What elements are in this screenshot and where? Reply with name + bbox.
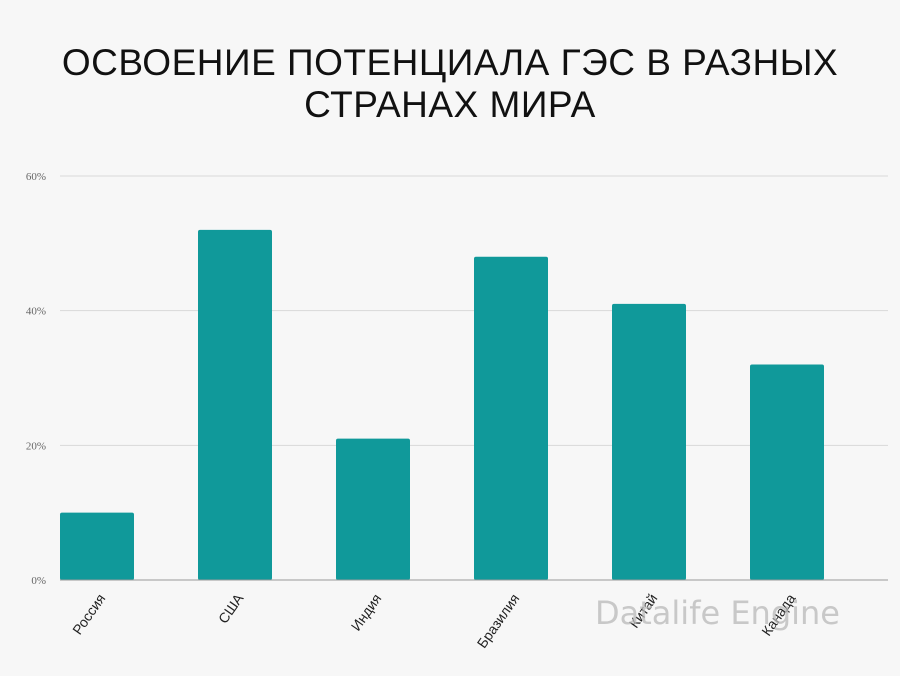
x-category-label: Бразилия	[474, 591, 523, 651]
y-tick-label: 60%	[26, 171, 46, 183]
y-tick-label: 40%	[26, 306, 46, 318]
y-tick-label: 20%	[26, 440, 46, 452]
y-tick-label: 0%	[31, 575, 46, 587]
chart-title-line-2: СТРАНАХ МИРА	[304, 84, 596, 125]
watermark-text: Datalife Engine	[595, 594, 840, 632]
x-category-label: США	[215, 590, 247, 626]
chart-title: ОСВОЕНИЕ ПОТЕНЦИАЛА ГЭС В РАЗНЫХ СТРАНАХ…	[0, 42, 900, 126]
bar-2	[336, 438, 410, 580]
bar-4	[612, 303, 686, 580]
bar-3	[474, 256, 548, 580]
x-category-label: Россия	[69, 591, 108, 638]
bar-0	[60, 512, 134, 580]
bar-1	[198, 229, 272, 580]
x-category-label: Индия	[348, 591, 385, 634]
chart-title-line-1: ОСВОЕНИЕ ПОТЕНЦИАЛА ГЭС В РАЗНЫХ	[61, 42, 839, 83]
bar-5	[750, 364, 824, 580]
bars	[60, 229, 824, 580]
